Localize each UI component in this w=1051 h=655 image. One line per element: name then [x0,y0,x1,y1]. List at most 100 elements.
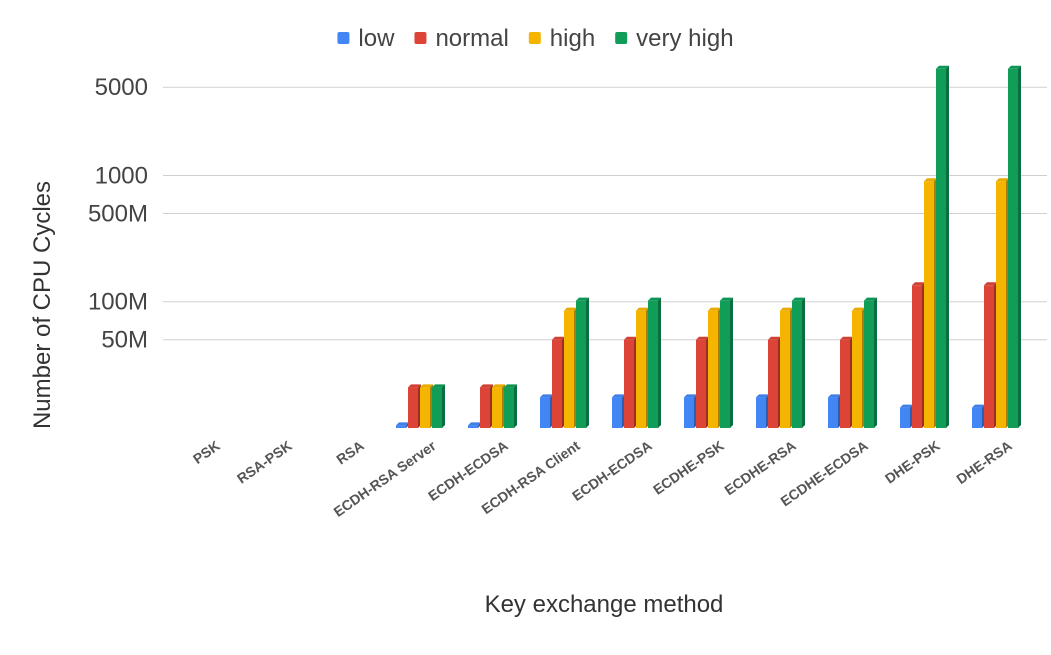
bar-face [864,300,874,428]
bar-top [708,307,721,311]
legend-item-high: high [528,25,595,52]
bar-high [636,307,649,428]
bar-face [1008,68,1018,428]
bar-face [408,387,418,428]
legend-item-normal: normal [414,25,509,52]
bar-face [720,300,730,428]
bar-top [552,336,565,340]
bar-face [912,285,922,428]
bar-top [852,307,865,311]
bar-top [432,384,445,388]
legend: low normal high very high [337,25,734,52]
bar-low [684,394,697,428]
bar-very-high [936,65,949,428]
bar-very-high [648,297,661,428]
bar-top [756,394,769,398]
bar-high [852,307,865,428]
legend-swatch [528,32,541,44]
bar-very-high [792,297,805,428]
bar-top [996,178,1009,182]
bar-face [756,397,766,428]
x-tick-label: RSA-PSK [234,437,295,486]
bar-top [468,422,481,426]
bar-normal [624,336,637,428]
bar-face [996,181,1006,428]
legend-swatch [337,32,350,44]
bar-side [514,384,517,428]
bar-top [828,394,841,398]
bar-face [552,339,562,428]
bar-face [432,387,442,428]
bar-very-high [1008,65,1021,428]
bar-very-high [864,297,877,428]
bar-side [442,384,445,428]
bar-side [874,297,877,428]
legend-label: very high [636,25,733,52]
bar-face [648,300,658,428]
legend-label: normal [435,25,508,52]
x-tick-label: PSK [190,437,223,467]
bar-top [504,384,517,388]
bar-low [612,394,625,428]
y-tick-label: 50M [101,327,148,354]
y-tick-label: 500M [88,200,148,227]
bar-face [612,397,622,428]
bar-face [984,285,994,428]
bar-top [780,307,793,311]
bar-normal [984,282,997,428]
bar-face [900,407,910,428]
bar-side [730,297,733,428]
bar-face [504,387,514,428]
bar-side [658,297,661,428]
bar-side [586,297,589,428]
bar-normal [480,384,493,428]
bar-side [802,297,805,428]
bar-face [708,310,718,428]
bars [396,65,1021,428]
bar-high [996,178,1009,428]
bar-low [828,394,841,428]
bar-top [864,297,877,301]
bar-face [420,387,430,428]
bar-normal [840,336,853,428]
bar-top [840,336,853,340]
bar-low [540,394,553,428]
bar-top [420,384,433,388]
legend-swatch [414,32,427,44]
bar-low [396,422,409,428]
bar-top [1008,65,1021,69]
bar-side [946,65,949,428]
bar-top [540,394,553,398]
x-tick-label: ECDH-ECDSA [569,437,655,504]
x-tick-label: DHE-RSA [953,437,1014,487]
bar-high [708,307,721,428]
bar-top [900,404,913,408]
bar-top [624,336,637,340]
bar-face [924,181,934,428]
bar-top [912,282,925,286]
bar-very-high [432,384,445,428]
x-tick-label: DHE-PSK [882,437,943,486]
bar-face [636,310,646,428]
bar-top [696,336,709,340]
x-axis-title: Key exchange method [485,591,724,618]
x-tick-label: RSA [333,437,366,467]
bar-top [720,297,733,301]
bar-top [648,297,661,301]
bar-normal [696,336,709,428]
bar-high [924,178,937,428]
bar-face [564,310,574,428]
bar-face [792,300,802,428]
y-axis-title: Number of CPU Cycles [29,181,56,429]
bar-top [408,384,421,388]
bar-face [624,339,634,428]
bar-top [924,178,937,182]
legend-label: low [358,25,395,52]
bar-high [492,384,505,428]
bar-top [480,384,493,388]
bar-side [1018,65,1021,428]
bar-face [480,387,490,428]
bar-low [468,422,481,428]
bar-top [636,307,649,311]
